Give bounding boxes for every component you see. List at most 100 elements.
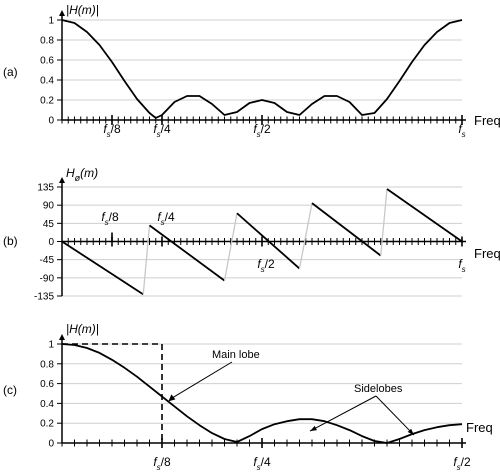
y-tick-label: 90: [43, 201, 55, 212]
phase-segment: [236, 212, 301, 270]
y-tick-label: 45: [43, 219, 55, 230]
y-axis-label-main: H: [66, 166, 75, 180]
x-tick-label-main: f: [458, 257, 463, 271]
y-tick-label: 135: [37, 183, 54, 194]
x-tick-label-main: f: [458, 122, 463, 136]
y-axis-arrow: [59, 10, 65, 16]
annotation-arrow: [171, 361, 233, 399]
annotation-arrowhead: [168, 394, 176, 402]
y-tick-label: 1: [48, 16, 54, 27]
y-tick-label: 1: [48, 340, 54, 351]
x-tick-label-rest: /8: [109, 210, 119, 224]
y-tick-label: 0.8: [40, 359, 54, 370]
x-tick-label: fs: [458, 257, 465, 274]
annotation-arrowhead: [407, 428, 414, 436]
phase-segment: [386, 188, 463, 243]
x-tick-label: fs/8: [101, 210, 119, 227]
x-tick-label-sub: s: [261, 265, 265, 274]
x-tick-label: fs/4: [157, 210, 175, 227]
y-axis-label-sub: ø: [75, 173, 81, 183]
y-tick-label: -90: [40, 273, 55, 284]
x-tick-label-main: f: [103, 122, 108, 136]
x-tick-label-main: f: [253, 455, 258, 469]
y-tick-label: 0.2: [40, 419, 54, 430]
annotation-sidelobes: Sidelobes: [354, 383, 403, 395]
annotation-arrow: [309, 395, 377, 432]
phase-wrap-line: [223, 213, 238, 281]
x-tick-label-sub: s: [457, 463, 461, 472]
x-tick-label: fs/4: [153, 122, 171, 139]
x-tick-label-main: f: [153, 122, 158, 136]
y-axis-arrow: [59, 334, 65, 340]
y-tick-label: -135: [34, 292, 54, 303]
y-tick-label: 0: [48, 439, 54, 450]
x-tick-label-main: f: [153, 455, 158, 469]
x-tick-label: fs/2: [453, 455, 471, 472]
y-tick-label: 0.6: [40, 56, 54, 67]
phase-wrap-line: [142, 225, 151, 295]
x-tick-label-rest: /4: [161, 122, 171, 136]
annotation-arrow: [375, 395, 415, 436]
annotation-main-lobe: Main lobe: [212, 349, 260, 361]
y-tick-label: 0.4: [40, 399, 54, 410]
x-tick-label-rest: /2: [265, 257, 275, 271]
x-tick-label-sub: s: [107, 130, 111, 139]
x-axis-label: Freq: [474, 246, 500, 261]
chart-panel-a: (a)00.20.40.60.81|H(m)|fs/8 fs/4 fs/2 fsFre…: [3, 3, 500, 139]
y-axis-label-rest: (m): [80, 166, 98, 180]
x-tick-label-rest: /2: [261, 122, 271, 136]
x-tick-label-rest: /8: [161, 455, 171, 469]
x-tick-label-sub: s: [462, 130, 466, 139]
panel-label: (b): [3, 234, 18, 248]
annotation-arrowhead: [310, 425, 317, 432]
series-line: [61, 19, 463, 119]
y-axis-label: Hø(m): [66, 166, 98, 183]
y-axis-label-main: |H(m)|: [66, 322, 99, 336]
x-tick-label-rest: /4: [261, 455, 271, 469]
phase-segment: [311, 202, 382, 257]
panel-label: (c): [3, 383, 17, 397]
chart-panel-c: (c)00.20.40.60.81|H(m)|fs/8 fs/4 fs/2FreqM…: [3, 322, 493, 472]
x-tick-label-sub: s: [161, 218, 165, 227]
x-tick-label-sub: s: [257, 130, 261, 139]
x-tick-label-main: f: [101, 210, 106, 224]
main-lobe-dashed-box: [62, 343, 163, 443]
x-tick-label-sub: s: [157, 463, 161, 472]
y-tick-label: 0.4: [40, 76, 54, 87]
y-tick-label: -45: [40, 255, 55, 266]
y-tick-label: 0.8: [40, 36, 54, 47]
series-line: [61, 343, 463, 444]
y-axis-label-main: |H(m)|: [66, 3, 99, 17]
x-axis-label: Freq: [474, 113, 500, 128]
y-axis-label: |H(m)|: [66, 322, 99, 336]
x-tick-label: fs/4: [253, 455, 271, 472]
x-tick-label-main: f: [157, 210, 162, 224]
x-tick-label-sub: s: [105, 218, 109, 227]
x-tick-label-sub: s: [157, 130, 161, 139]
x-tick-label: fs/8: [153, 455, 171, 472]
phase-segment: [61, 240, 144, 296]
x-tick-label-main: f: [257, 257, 262, 271]
x-tick-label-sub: s: [257, 463, 261, 472]
x-axis-label: Freq: [466, 420, 493, 435]
y-axis-arrow: [59, 177, 65, 183]
x-tick-label-sub: s: [462, 265, 466, 274]
phase-segment: [148, 224, 226, 282]
x-tick-label-rest: /2: [461, 455, 471, 469]
x-tick-label-main: f: [453, 455, 458, 469]
y-tick-label: 0.6: [40, 379, 54, 390]
x-tick-label: fs/8: [103, 122, 121, 139]
x-tick-label: fs/2: [253, 122, 271, 139]
phase-wrap-line: [298, 203, 313, 269]
x-tick-label-rest: /8: [111, 122, 121, 136]
x-tick-label: fs: [458, 122, 465, 139]
x-tick-label-rest: /4: [165, 210, 175, 224]
y-tick-label: 0: [48, 116, 54, 127]
y-axis-label: |H(m)|: [66, 3, 99, 17]
x-tick-label-main: f: [253, 122, 258, 136]
phase-wrap-line: [380, 188, 388, 256]
panel-label: (a): [3, 65, 18, 79]
y-tick-label: 0: [48, 237, 54, 248]
